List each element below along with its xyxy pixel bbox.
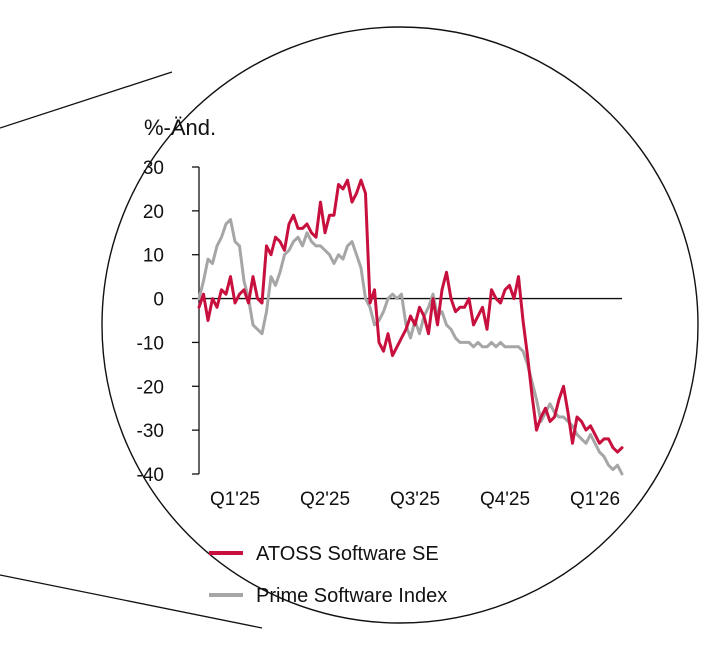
x-tick-label: Q1'25: [210, 489, 260, 510]
x-tick-label: Q1'26: [570, 489, 620, 510]
series-line-0: [197, 178, 624, 454]
y-tick-label: 20: [143, 202, 164, 223]
y-tick-label: -10: [137, 333, 164, 354]
x-tick-label: Q4'25: [480, 489, 530, 510]
series-layer: [197, 178, 624, 476]
zoom-connector-line-top: [0, 71, 173, 129]
x-tick-label: Q2'25: [300, 489, 350, 510]
y-tick-label: -20: [137, 377, 164, 398]
series-line-1: [197, 218, 624, 476]
y-tick-label: -40: [137, 465, 164, 486]
legend-label: ATOSS Software SE: [256, 543, 439, 565]
y-tick-label: 0: [153, 290, 164, 311]
legend: ATOSS Software SE Prime Software Index: [209, 543, 447, 607]
y-unit-label: %-Änd.: [144, 115, 216, 140]
zoom-circle: [101, 26, 699, 624]
legend-label: Prime Software Index: [256, 585, 447, 607]
y-tick-label: -30: [137, 421, 164, 442]
y-tick-label: 30: [143, 158, 164, 179]
x-tick-label: Q3'25: [390, 489, 440, 510]
y-tick-label: 10: [143, 246, 164, 267]
zoom-connector-line-bottom: [0, 574, 263, 629]
